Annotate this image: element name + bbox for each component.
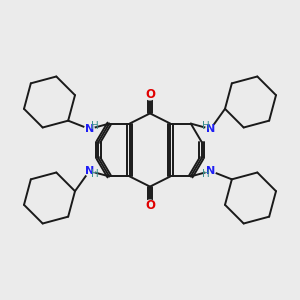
Text: N: N [206, 124, 215, 134]
Text: N: N [85, 124, 94, 134]
Circle shape [145, 200, 155, 211]
Text: N: N [206, 166, 215, 176]
Text: H: H [202, 122, 209, 131]
Circle shape [85, 166, 94, 176]
Circle shape [206, 124, 215, 134]
Circle shape [85, 124, 94, 134]
Text: O: O [145, 199, 155, 212]
Circle shape [206, 166, 215, 176]
Text: N: N [85, 166, 94, 176]
Text: H: H [91, 122, 98, 131]
Text: O: O [145, 88, 155, 101]
Text: H: H [202, 169, 209, 178]
Circle shape [145, 89, 155, 100]
Text: H: H [91, 169, 98, 178]
